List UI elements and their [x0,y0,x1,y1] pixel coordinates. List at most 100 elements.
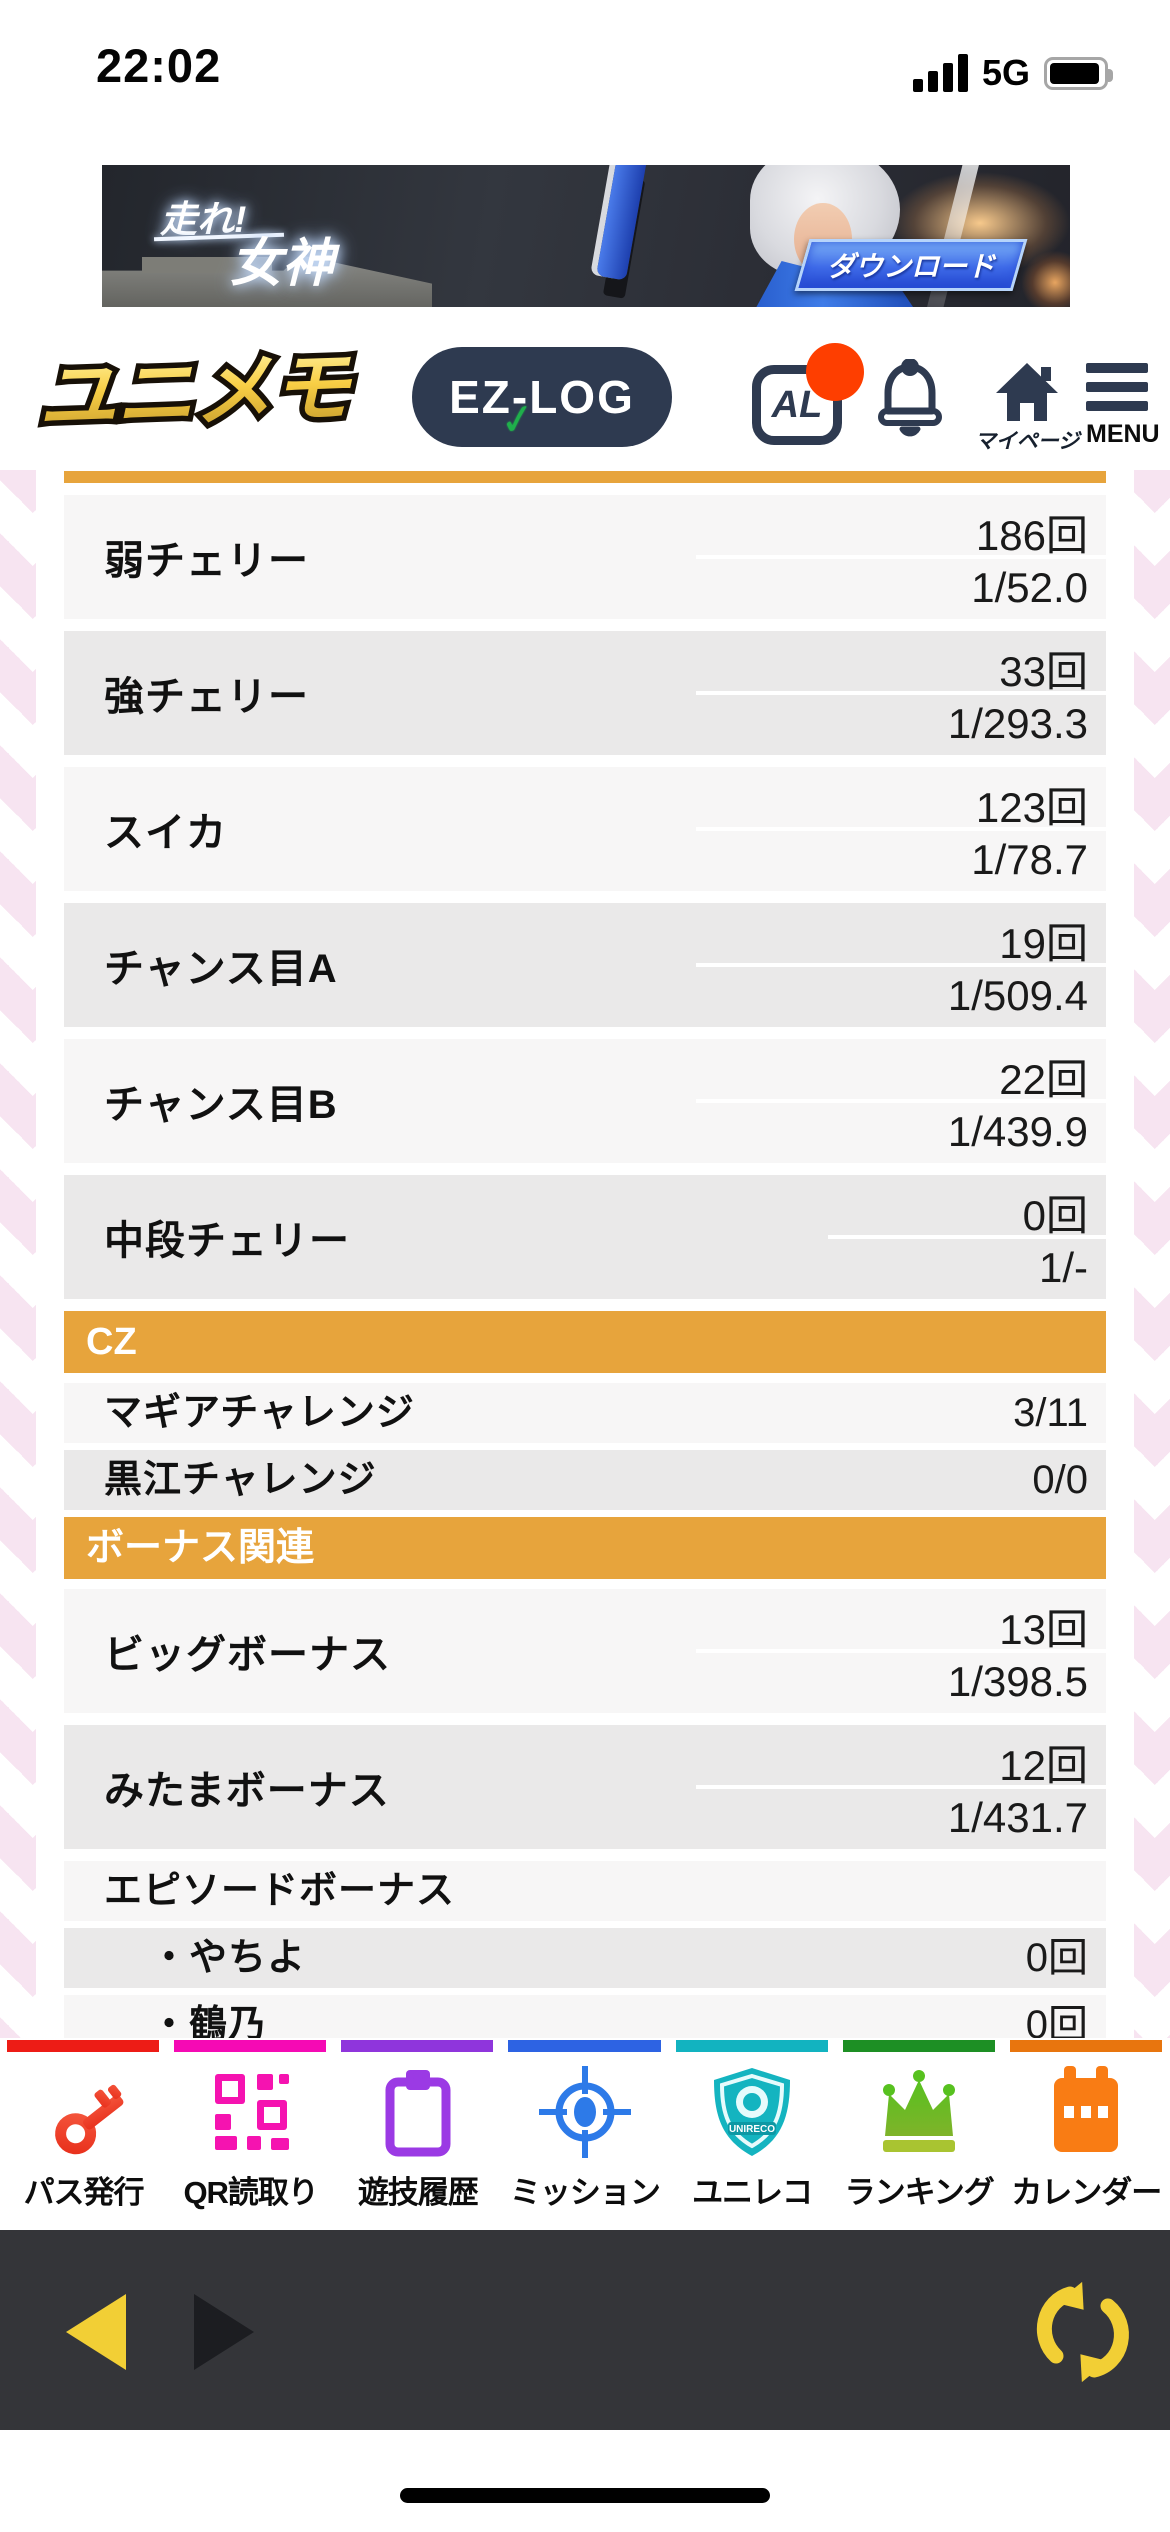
crosshair-icon [501,2062,668,2162]
table-row: 中段チェリー 0回 1/- [64,1175,1106,1299]
nav-label: ユニレコ [692,2175,813,2210]
stats-table: 弱チェリー 186回 1/52.0 強チェリー 33回 1/293.3 スイカ 123回 1/7… [64,471,1106,2062]
row-label: スイカ [104,811,227,855]
nav-item-clipboard[interactable]: 遊技履歴 [334,2038,501,2230]
row-label: ・やちよ [150,1937,307,1979]
row-divider [696,555,1106,559]
svg-text:ユニメモ: ユニメモ [36,343,354,441]
row-value: 0/0 [1032,1458,1088,1502]
menu-button[interactable]: MENU [1086,363,1160,449]
row-divider [696,1785,1106,1789]
key-icon [0,2062,167,2162]
row-label: 弱チェリー [104,539,309,583]
row-count: 22回 [999,1056,1088,1103]
row-divider [696,1649,1106,1653]
row-count: 33回 [999,648,1088,695]
table-row: マギアチャレンジ 3/11 [64,1383,1106,1443]
refresh-icon [1036,2281,1129,2383]
back-button[interactable] [66,2294,126,2370]
nav-item-crosshair[interactable]: ミッション [501,2038,668,2230]
row-divider [696,963,1106,967]
nav-item-qr[interactable]: QR読取り [167,2038,334,2230]
nav-label: ランキング [844,2175,995,2210]
nav-item-shield[interactable]: UNIRECO ユニレコ [669,2038,836,2230]
shield-icon: UNIRECO [669,2062,836,2162]
svg-text:UNIRECO: UNIRECO [729,2124,775,2135]
row-divider [696,691,1106,695]
row-divider [828,1235,1106,1239]
unimemo-logo[interactable]: ユニメモ [24,343,364,447]
table-row: 黒江チャレンジ 0/0 [64,1450,1106,1510]
browser-toolbar [0,2230,1170,2430]
row-probability: 1/439.9 [947,1108,1088,1155]
notifications-button[interactable] [876,358,944,454]
mypage-button[interactable]: マイページ [972,361,1082,455]
section-header: ボーナス関連 [64,1517,1106,1579]
table-row: ・やちよ 0回 [64,1928,1106,1988]
clock: 22:02 [96,39,222,92]
row-count: 19回 [999,920,1088,967]
section-header: CZ [64,1311,1106,1373]
row-label: みたまボーナス [104,1769,390,1813]
ezlog-label: EZ-LOG [449,371,635,423]
row-label: 黒江チャレンジ [104,1459,377,1501]
table-row: チャンス目B 22回 1/439.9 [64,1039,1106,1163]
nav-stripe [675,2040,828,2052]
ad-headline-bottom: 女神 [230,235,335,293]
nav-label: ミッション [509,2175,661,2210]
notification-dot [806,343,864,401]
signal-strength-icon [912,54,968,92]
nav-label: パス発行 [23,2175,145,2210]
row-divider [696,1099,1106,1103]
calendar-icon [1003,2062,1170,2162]
refresh-button[interactable] [1026,2278,1138,2391]
nav-stripe [842,2040,995,2052]
nav-stripe [508,2040,661,2052]
section-header-partial [64,471,1106,483]
nav-item-calendar[interactable]: カレンダー [1003,2038,1170,2230]
ezlog-button[interactable]: EZ-LOG ✓ [412,347,672,447]
nav-label: カレンダー [1011,2175,1162,2210]
row-label: 中段チェリー [104,1219,350,1263]
status-bar: 22:02 5G [0,0,1170,140]
row-probability: 1/398.5 [947,1658,1088,1705]
nav-stripe [1009,2040,1162,2052]
home-indicator-area [0,2430,1170,2532]
table-row: チャンス目A 19回 1/509.4 [64,903,1106,1027]
ad-banner[interactable]: 走れ! 女神 ダウンロード [102,165,1070,307]
hamburger-icon [1086,363,1148,373]
battery-icon [1044,56,1113,90]
table-row: エピソードボーナス [64,1861,1106,1921]
table-row: 強チェリー 33回 1/293.3 [64,631,1106,755]
nav-label: 遊技履歴 [357,2175,479,2210]
forward-button[interactable] [194,2294,254,2370]
home-indicator[interactable] [400,2488,770,2503]
table-row: 弱チェリー 186回 1/52.0 [64,495,1106,619]
row-probability: 1/78.7 [971,836,1088,883]
bottom-nav: パス発行 QR読取り 遊技履歴 ミッション UNIRECO ユニレコ ランキング カレンダー [0,2038,1170,2230]
row-probability: 1/- [1038,1244,1088,1291]
app-header: ユニメモ EZ-LOG ✓ AL マイページ [0,307,1170,471]
table-row: スイカ 123回 1/78.7 [64,767,1106,891]
nav-item-crown[interactable]: ランキング [836,2038,1003,2230]
stats-card: 弱チェリー 186回 1/52.0 強チェリー 33回 1/293.3 スイカ 123回 1/7… [36,470,1134,2230]
row-count: 123回 [975,784,1088,831]
row-count: 186回 [975,512,1088,559]
row-probability: 1/52.0 [971,564,1088,611]
nav-item-key[interactable]: パス発行 [0,2038,167,2230]
row-label: ビッグボーナス [104,1633,391,1677]
content-background: 弱チェリー 186回 1/52.0 強チェリー 33回 1/293.3 スイカ 123回 1/7… [0,470,1170,2230]
bell-icon [878,358,942,437]
download-button[interactable]: ダウンロード [794,239,1028,291]
row-label: チャンス目B [104,1083,338,1127]
row-divider [696,827,1106,831]
row-value: 0回 [1025,1936,1088,1980]
nav-label: QR読取り [183,2175,319,2210]
row-label: 強チェリー [104,675,309,719]
row-label: チャンス目A [104,947,338,991]
gun-art [596,165,648,281]
qr-icon [167,2062,334,2162]
menu-label: MENU [1086,420,1160,448]
home-icon [996,363,1058,421]
nav-stripe [174,2040,327,2052]
